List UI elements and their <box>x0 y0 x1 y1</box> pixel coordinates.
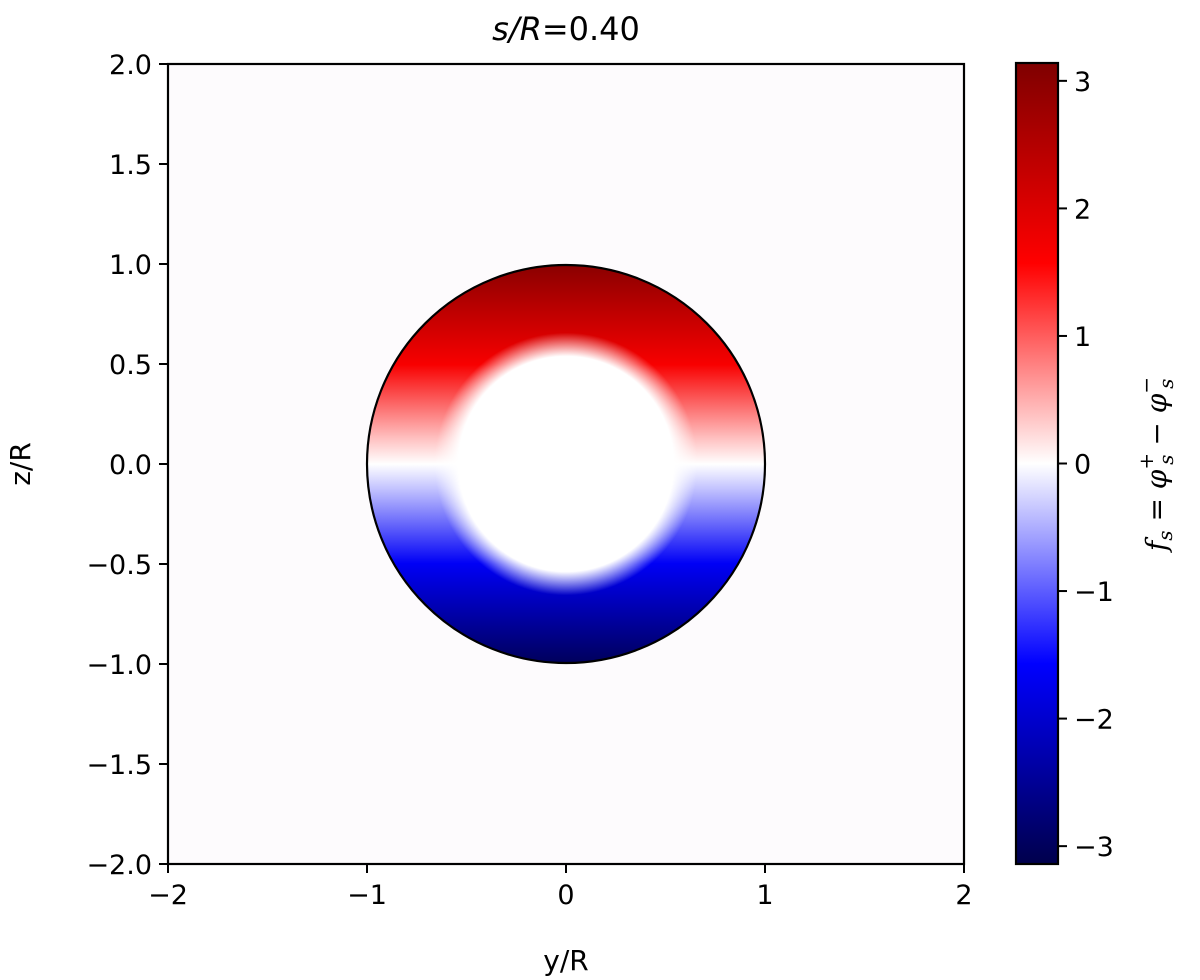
colorbar-tick-label: −3 <box>1074 832 1114 863</box>
x-axis-label: y/R <box>543 944 588 977</box>
x-axis-ticks: −2 −1 0 1 2 <box>148 864 973 911</box>
y-axis-label: z/R <box>4 442 37 486</box>
y-tick-label: −1.0 <box>86 650 152 681</box>
x-tick-label: −2 <box>148 880 188 911</box>
y-tick-label: −2.0 <box>86 850 152 881</box>
y-tick-label: −0.5 <box>86 550 152 581</box>
y-axis-ticks: 2.0 1.5 1.0 0.5 0.0 −0.5 −1.0 −1.5 −2.0 <box>86 50 168 881</box>
y-tick-label: 0.5 <box>109 350 152 381</box>
x-tick-label: 0 <box>557 880 574 911</box>
colorbar-tick-label: 2 <box>1074 194 1091 225</box>
chart-title: s/R=0.40 <box>492 10 640 48</box>
annulus-inner-hole <box>434 332 698 596</box>
x-tick-label: −1 <box>347 880 387 911</box>
colorbar-ticks: 3 2 1 0 −1 −2 −3 <box>1058 67 1114 863</box>
colorbar-tick-label: −1 <box>1074 577 1114 608</box>
title-variable: s/R <box>492 10 542 48</box>
colorbar: 3 2 1 0 −1 −2 −3 fs = φ+s − φ−s <box>1014 61 1178 866</box>
plot-area: −2 −1 0 1 2 2.0 1.5 1.0 0.5 0.0 −0.5 −1.0 −1.5 −2.0 <box>86 50 972 911</box>
colorbar-tick-label: 0 <box>1074 450 1091 481</box>
colorbar-tick-label: −2 <box>1074 705 1114 736</box>
colorbar-tick-label: 1 <box>1074 322 1091 353</box>
x-tick-label: 2 <box>955 880 972 911</box>
title-equals: = <box>542 10 569 48</box>
colorbar-gradient <box>1016 63 1058 864</box>
y-tick-label: 1.5 <box>109 150 152 181</box>
y-tick-label: 2.0 <box>109 50 152 81</box>
x-tick-label: 1 <box>756 880 773 911</box>
y-tick-label: 0.0 <box>109 450 152 481</box>
colorbar-tick-label: 3 <box>1074 67 1091 98</box>
annulus-outline <box>365 263 767 665</box>
title-value: 0.40 <box>569 10 640 48</box>
y-tick-label: 1.0 <box>109 250 152 281</box>
y-tick-label: −1.5 <box>86 750 152 781</box>
colorbar-label: fs = φ+s − φ−s <box>1134 377 1178 553</box>
